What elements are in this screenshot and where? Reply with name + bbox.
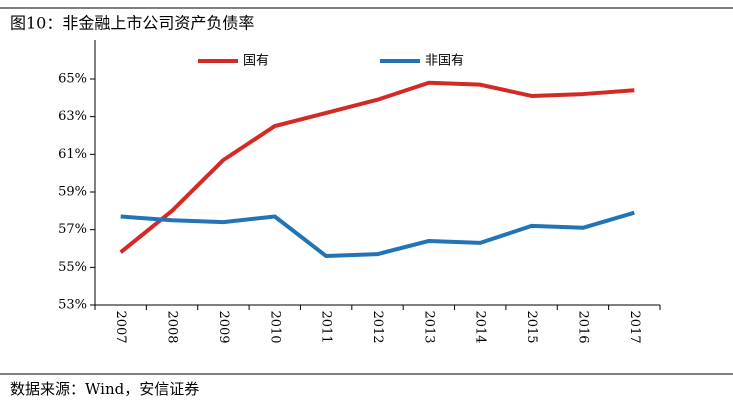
chart-title: 图10：非金融上市公司资产负债率 <box>10 14 254 33</box>
y-tick-label: 61% <box>58 147 87 162</box>
legend-label: 非国有 <box>425 54 464 69</box>
y-tick-label: 63% <box>58 109 87 124</box>
x-tick-label: 2017 <box>627 310 642 343</box>
y-tick-label: 57% <box>58 222 87 237</box>
y-tick-label: 65% <box>58 72 87 87</box>
x-tick-label: 2013 <box>421 310 436 343</box>
x-tick-label: 2009 <box>216 310 231 343</box>
legend-label: 国有 <box>243 54 269 69</box>
x-tick-label: 2011 <box>319 310 334 343</box>
x-tick-label: 2008 <box>165 310 180 343</box>
x-tick-label: 2015 <box>524 310 539 343</box>
x-tick-label: 2010 <box>267 310 282 343</box>
x-tick-label: 2016 <box>575 310 590 343</box>
x-tick-label: 2007 <box>113 310 128 343</box>
y-tick-label: 53% <box>58 298 87 313</box>
series-line <box>119 80 635 254</box>
x-tick-label: 2012 <box>370 310 385 343</box>
series-line <box>120 210 635 259</box>
y-tick-label: 59% <box>58 185 87 200</box>
x-tick-label: 2014 <box>473 310 488 343</box>
source: 数据来源：Wind，安信证券 <box>10 380 199 398</box>
y-tick-label: 55% <box>58 260 87 275</box>
